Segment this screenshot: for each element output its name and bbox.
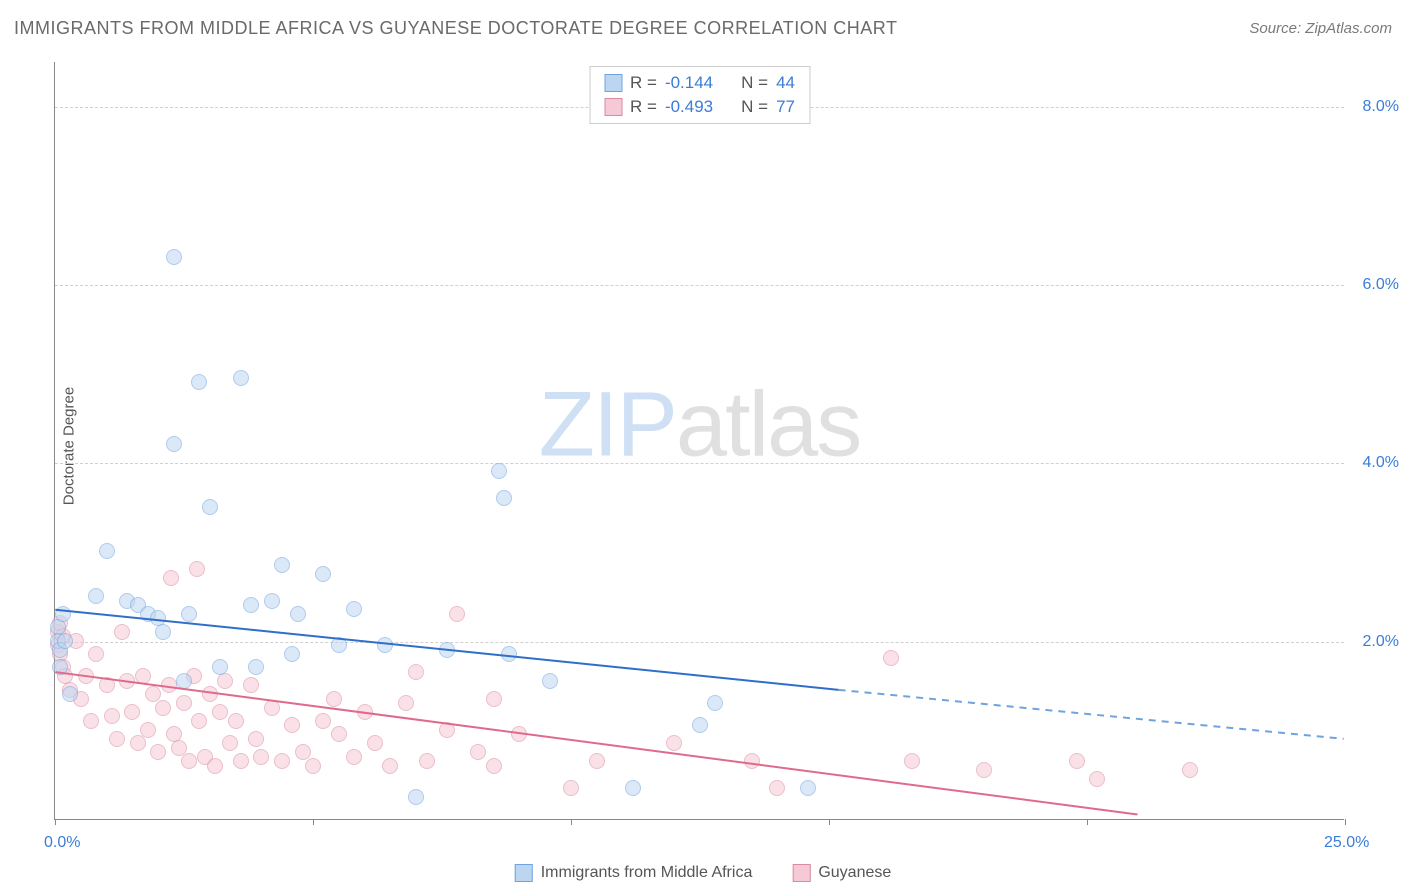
- legend-row-series-a: R = -0.144 N = 44: [604, 71, 795, 95]
- x-tick: [1345, 819, 1346, 825]
- trendline: [55, 672, 1137, 814]
- r-value-b: -0.493: [665, 95, 713, 119]
- series-a-label: Immigrants from Middle Africa: [541, 864, 753, 882]
- x-tick: [571, 819, 572, 825]
- swatch-series-a: [604, 74, 622, 92]
- y-tick-label: 6.0%: [1351, 276, 1399, 294]
- x-tick: [829, 819, 830, 825]
- y-tick-label: 8.0%: [1351, 98, 1399, 116]
- x-min-label: 0.0%: [44, 834, 80, 852]
- swatch-series-b-bottom: [792, 864, 810, 882]
- legend-bottom: Immigrants from Middle Africa Guyanese: [515, 864, 892, 882]
- title-bar: IMMIGRANTS FROM MIDDLE AFRICA VS GUYANES…: [14, 18, 1392, 39]
- y-tick-label: 2.0%: [1351, 633, 1399, 651]
- swatch-series-b: [604, 98, 622, 116]
- r-label-b: R =: [630, 95, 657, 119]
- source-prefix: Source:: [1249, 20, 1305, 37]
- x-tick: [313, 819, 314, 825]
- legend-correlation-box: R = -0.144 N = 44 R = -0.493 N = 77: [589, 66, 810, 124]
- n-label-a: N =: [741, 71, 768, 95]
- series-b-label: Guyanese: [818, 864, 891, 882]
- x-max-label: 25.0%: [1324, 834, 1369, 852]
- legend-row-series-b: R = -0.493 N = 77: [604, 95, 795, 119]
- x-tick: [1087, 819, 1088, 825]
- r-value-a: -0.144: [665, 71, 713, 95]
- n-value-a: 44: [776, 71, 795, 95]
- n-value-b: 77: [776, 95, 795, 119]
- trendlines-svg: [55, 62, 1344, 819]
- trendline: [55, 610, 838, 690]
- source-attribution: Source: ZipAtlas.com: [1249, 20, 1392, 37]
- legend-item-series-a: Immigrants from Middle Africa: [515, 864, 753, 882]
- r-label-a: R =: [630, 71, 657, 95]
- chart-title: IMMIGRANTS FROM MIDDLE AFRICA VS GUYANES…: [14, 18, 897, 39]
- scatter-plot-area: ZIPatlas R = -0.144 N = 44 R = -0.493 N …: [54, 62, 1344, 820]
- source-name: ZipAtlas.com: [1305, 20, 1392, 37]
- trendline: [839, 690, 1344, 739]
- x-tick: [55, 819, 56, 825]
- swatch-series-a-bottom: [515, 864, 533, 882]
- legend-item-series-b: Guyanese: [792, 864, 891, 882]
- n-label-b: N =: [741, 95, 768, 119]
- y-tick-label: 4.0%: [1351, 454, 1399, 472]
